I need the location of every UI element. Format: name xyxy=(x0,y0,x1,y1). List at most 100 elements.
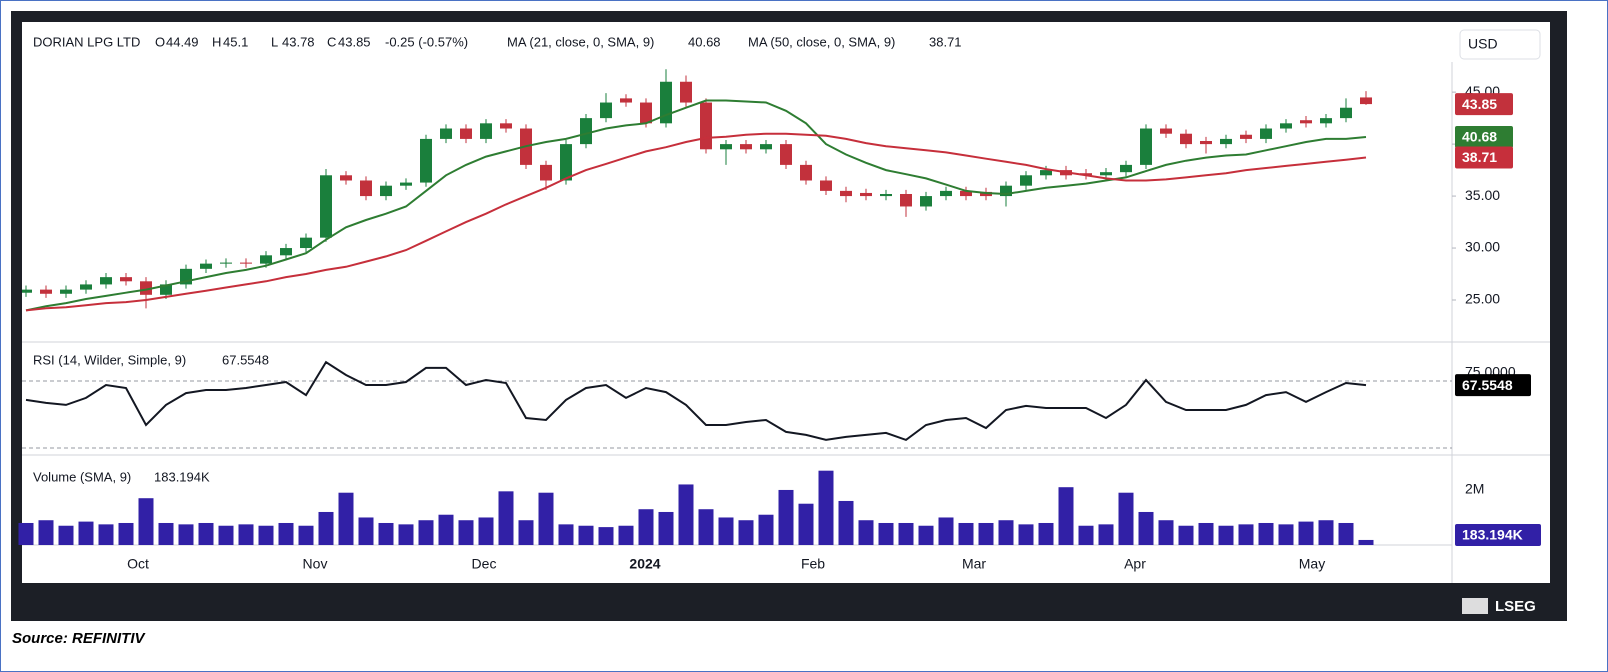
candle-body xyxy=(120,277,132,282)
volume-bar xyxy=(838,500,854,545)
ma-legend: MA (21, close, 0, SMA, 9) xyxy=(507,34,654,49)
volume-bar xyxy=(518,520,534,545)
volume-bar xyxy=(598,527,614,545)
volume-bar xyxy=(658,511,674,545)
candle-body xyxy=(620,98,632,103)
legend: DORIAN LPG LTD O 44.49 H 45.1 L 43.78 C 43.85 -0.… xyxy=(33,34,962,484)
volume-bar xyxy=(1038,522,1054,545)
volume-bar xyxy=(498,491,514,545)
candle-body xyxy=(1100,172,1112,176)
candle-body xyxy=(40,289,52,294)
candle-body xyxy=(900,193,912,207)
volume-bar xyxy=(238,524,254,545)
ma-legend-value: 38.71 xyxy=(929,34,962,49)
rsi-line xyxy=(25,360,1367,442)
volume-bar xyxy=(798,503,814,545)
rsi-legend-value: 67.5548 xyxy=(222,352,269,367)
symbol: DORIAN LPG LTD xyxy=(33,34,140,49)
x-tick-label: Nov xyxy=(303,556,328,572)
volume-bar xyxy=(158,522,174,545)
candle-body xyxy=(320,175,332,238)
currency-button[interactable] xyxy=(1459,29,1541,60)
x-tick-label: Dec xyxy=(472,556,497,572)
x-tick-label: Oct xyxy=(127,556,149,572)
candle-body xyxy=(1000,185,1012,197)
volume-bar xyxy=(858,520,874,545)
candle-body xyxy=(820,180,832,191)
volume-tag-box xyxy=(1455,524,1541,546)
x-tick-label: Mar xyxy=(962,556,986,572)
ohlc-letter: C xyxy=(327,34,336,49)
candle-body xyxy=(860,192,872,197)
candle-body xyxy=(1300,120,1312,124)
rsi-tag: 67.5548 xyxy=(1462,377,1513,393)
candle-body xyxy=(1080,173,1092,176)
volume-legend-value: 183.194K xyxy=(154,469,210,484)
moving-average-line xyxy=(25,132,1367,312)
rsi-legend: RSI (14, Wilder, Simple, 9) xyxy=(33,352,186,367)
volume-bar xyxy=(18,522,34,545)
candle-body xyxy=(840,190,852,197)
candle-body xyxy=(80,284,92,290)
volume-bar xyxy=(898,522,914,545)
volume-bar xyxy=(618,525,634,545)
x-tick-label: May xyxy=(1299,556,1325,572)
ohlc-value: 44.49 xyxy=(166,34,199,49)
candle-body xyxy=(540,164,552,181)
ohlc-value: 45.1 xyxy=(223,34,248,49)
volume-bar xyxy=(558,524,574,545)
ohlc-letter: O xyxy=(155,34,165,49)
volume-bar xyxy=(258,525,274,545)
candle-body xyxy=(760,144,772,150)
candle-body xyxy=(240,262,252,264)
candle-body xyxy=(140,281,152,295)
candle-body xyxy=(1160,128,1172,134)
candle-body xyxy=(1180,133,1192,145)
ohlc-value: 43.78 xyxy=(282,34,315,49)
volume-bar xyxy=(778,489,794,545)
volume-bar xyxy=(958,522,974,545)
candle-body xyxy=(1120,164,1132,173)
volume-bar xyxy=(318,511,334,545)
price-tag: 43.85 xyxy=(1462,96,1497,112)
volume-bar xyxy=(1198,522,1214,545)
volume-bar xyxy=(58,525,74,545)
ma-tag: 40.68 xyxy=(1462,129,1497,145)
candle-body xyxy=(1220,138,1232,145)
candle-body xyxy=(300,237,312,249)
volume-bar xyxy=(1118,492,1134,545)
candle-body xyxy=(960,190,972,197)
volume-bar xyxy=(1298,521,1314,545)
volume-bar xyxy=(1098,524,1114,545)
change: -0.25 (-0.57%) xyxy=(385,34,468,49)
price-tag-box xyxy=(1455,93,1513,116)
candle-body xyxy=(60,289,72,294)
candle-body xyxy=(1200,140,1212,145)
candle-body xyxy=(22,289,32,293)
rsi-pane xyxy=(22,360,1452,449)
ma-tag-box xyxy=(1455,146,1513,169)
volume-bar xyxy=(438,514,454,545)
volume-bar xyxy=(1278,524,1294,545)
volume-legend: Volume (SMA, 9) xyxy=(33,469,131,484)
volume-bar xyxy=(418,520,434,545)
volume-bar xyxy=(478,517,494,545)
candle-body xyxy=(1360,97,1372,105)
volume-bar xyxy=(1178,525,1194,545)
candle-body xyxy=(920,196,932,207)
volume-tag: 183.194K xyxy=(1462,527,1523,543)
volume-bar xyxy=(938,517,954,545)
candle-body xyxy=(560,144,572,181)
volume-bar xyxy=(638,509,654,545)
volume-bar xyxy=(1258,522,1274,545)
volume-bar xyxy=(578,525,594,545)
candle-body xyxy=(800,164,812,181)
axes: 25.0030.0035.0040.0045.00OctNovDec2024Fe… xyxy=(127,83,1541,572)
currency-label[interactable]: USD xyxy=(1468,36,1498,52)
brand-logo xyxy=(1462,598,1488,614)
volume-bar xyxy=(918,525,934,545)
volume-bar xyxy=(1018,524,1034,545)
volume-bar xyxy=(538,492,554,545)
candle-body xyxy=(600,102,612,119)
